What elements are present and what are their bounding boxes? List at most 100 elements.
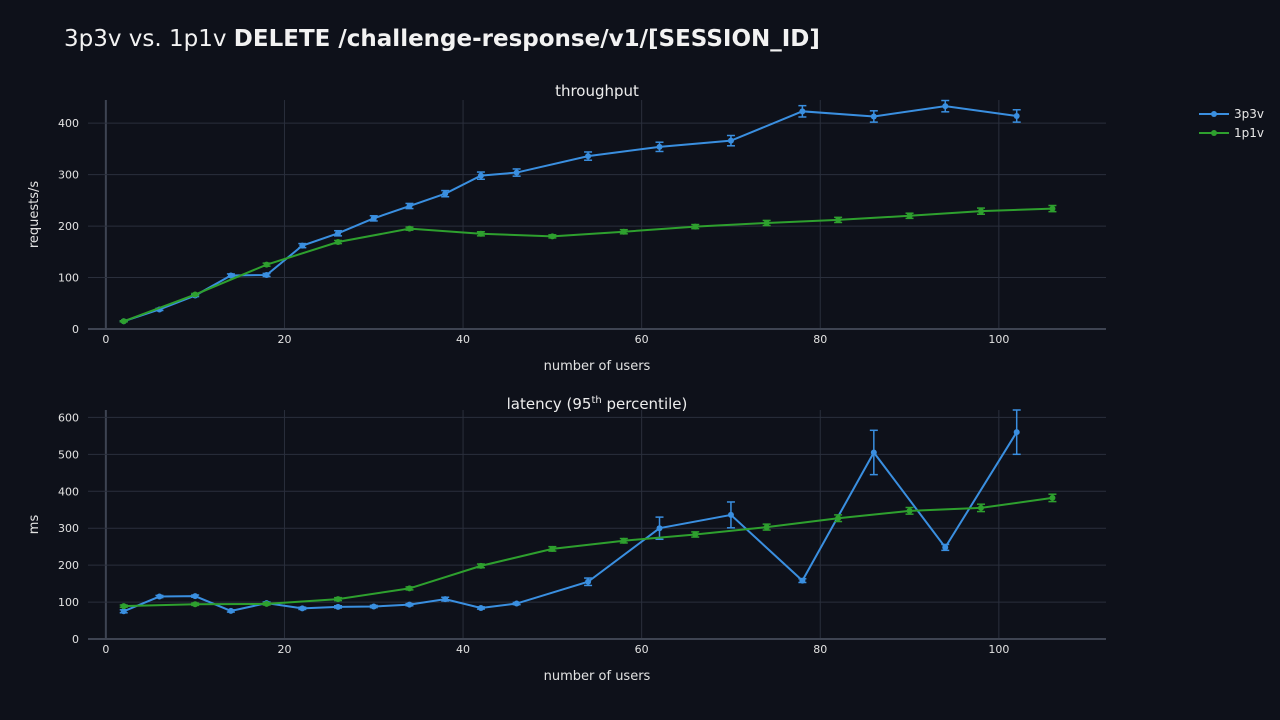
page-title: 3p3v vs. 1p1v DELETE /challenge-response… xyxy=(64,26,820,52)
y-axis-label: ms xyxy=(27,515,42,535)
data-point xyxy=(799,577,806,584)
data-point xyxy=(513,169,520,176)
y-tick-label: 400 xyxy=(58,485,79,498)
legend-swatch-marker xyxy=(1211,130,1217,136)
series-3p3v xyxy=(119,409,1021,615)
data-point xyxy=(299,242,306,249)
y-tick-label: 200 xyxy=(58,559,79,572)
data-point xyxy=(620,537,627,544)
data-point xyxy=(370,603,377,610)
data-point xyxy=(620,228,627,235)
series-3p3v xyxy=(119,99,1021,325)
data-point xyxy=(549,545,556,552)
title-superscript: th xyxy=(591,395,601,406)
data-point xyxy=(442,596,449,603)
series-line xyxy=(123,105,1017,323)
x-tick-label: 60 xyxy=(635,643,649,656)
data-point xyxy=(120,603,127,610)
y-tick-label: 0 xyxy=(72,323,79,336)
data-point xyxy=(799,108,806,115)
y-tick-label: 300 xyxy=(58,169,79,182)
x-tick-label: 40 xyxy=(456,643,470,656)
series-line xyxy=(123,496,1053,608)
subplot-1: 0 20 40 60 80 100 0 100 200 300 400 throughput numbe… xyxy=(27,82,1106,374)
y-tick-label: 0 xyxy=(72,633,79,646)
data-point xyxy=(227,607,234,614)
series-line xyxy=(123,431,1018,613)
subplot-title: latency (95th percentile) xyxy=(507,395,688,413)
data-point xyxy=(477,230,484,237)
data-point xyxy=(335,239,342,246)
data-point xyxy=(227,272,234,279)
data-point xyxy=(406,585,413,592)
data-point xyxy=(335,230,342,237)
data-point xyxy=(406,601,413,608)
x-tick-label: 40 xyxy=(456,333,470,346)
data-point xyxy=(870,113,877,120)
y-tick-label: 100 xyxy=(58,272,79,285)
data-point xyxy=(692,223,699,230)
x-tick-label: 80 xyxy=(813,333,827,346)
series-1p1v xyxy=(119,204,1057,325)
legend-item-3p3v: 3p3v xyxy=(1199,107,1264,121)
title-part: percentile) xyxy=(602,395,688,413)
data-point xyxy=(263,271,270,278)
data-point xyxy=(263,261,270,268)
data-point xyxy=(906,507,913,514)
data-point xyxy=(513,600,520,607)
data-point xyxy=(727,137,734,144)
x-tick-label: 80 xyxy=(813,643,827,656)
x-tick-label: 20 xyxy=(277,333,291,346)
data-point xyxy=(263,600,270,607)
y-tick-label: 300 xyxy=(58,522,79,535)
data-point xyxy=(835,515,842,522)
data-point xyxy=(335,603,342,610)
data-point xyxy=(120,318,127,325)
data-point xyxy=(406,203,413,210)
data-point xyxy=(299,605,306,612)
data-point xyxy=(192,593,199,600)
data-point xyxy=(835,216,842,223)
x-tick-label: 100 xyxy=(988,643,1009,656)
data-point xyxy=(906,212,913,219)
legend-swatch-marker xyxy=(1211,111,1217,117)
data-point xyxy=(942,103,949,110)
legend-item-1p1v: 1p1v xyxy=(1199,126,1264,140)
data-point xyxy=(763,219,770,226)
legend: 3p3v 1p1v xyxy=(1199,107,1264,140)
y-tick-label: 100 xyxy=(58,596,79,609)
page-title-bold: DELETE /challenge-response/v1/[SESSION_I… xyxy=(233,26,820,52)
data-point xyxy=(120,608,127,615)
y-tick-label: 600 xyxy=(58,411,79,424)
page-title-normal: 3p3v vs. 1p1v xyxy=(64,26,227,52)
subplot-2: 0 20 40 60 80 100 0 100 200 300 400 500 600 latency (… xyxy=(27,395,1106,684)
y-axis-label: requests/s xyxy=(27,181,42,249)
data-point xyxy=(585,153,592,160)
x-tick-label: 100 xyxy=(988,333,1009,346)
data-point xyxy=(942,544,949,551)
data-point xyxy=(192,291,199,298)
y-tick-label: 200 xyxy=(58,220,79,233)
data-point xyxy=(1049,205,1056,212)
x-axis-label: number of users xyxy=(544,669,651,684)
data-point xyxy=(1013,429,1020,436)
x-tick-label: 60 xyxy=(635,333,649,346)
title-part: latency (95 xyxy=(507,395,592,413)
data-point xyxy=(656,143,663,150)
data-point xyxy=(1013,112,1020,119)
data-point xyxy=(977,208,984,215)
legend-label: 1p1v xyxy=(1234,126,1264,140)
subplot-title: throughput xyxy=(555,82,639,100)
data-point xyxy=(1049,494,1056,501)
data-point xyxy=(192,601,199,608)
x-axis-label: number of users xyxy=(544,359,651,374)
series-1p1v xyxy=(119,493,1057,610)
y-tick-label: 500 xyxy=(58,448,79,461)
x-tick-label: 0 xyxy=(102,643,109,656)
x-tick-label: 0 xyxy=(102,333,109,346)
data-point xyxy=(656,525,663,532)
data-point xyxy=(585,578,592,585)
data-point xyxy=(727,511,734,518)
data-point xyxy=(477,562,484,569)
